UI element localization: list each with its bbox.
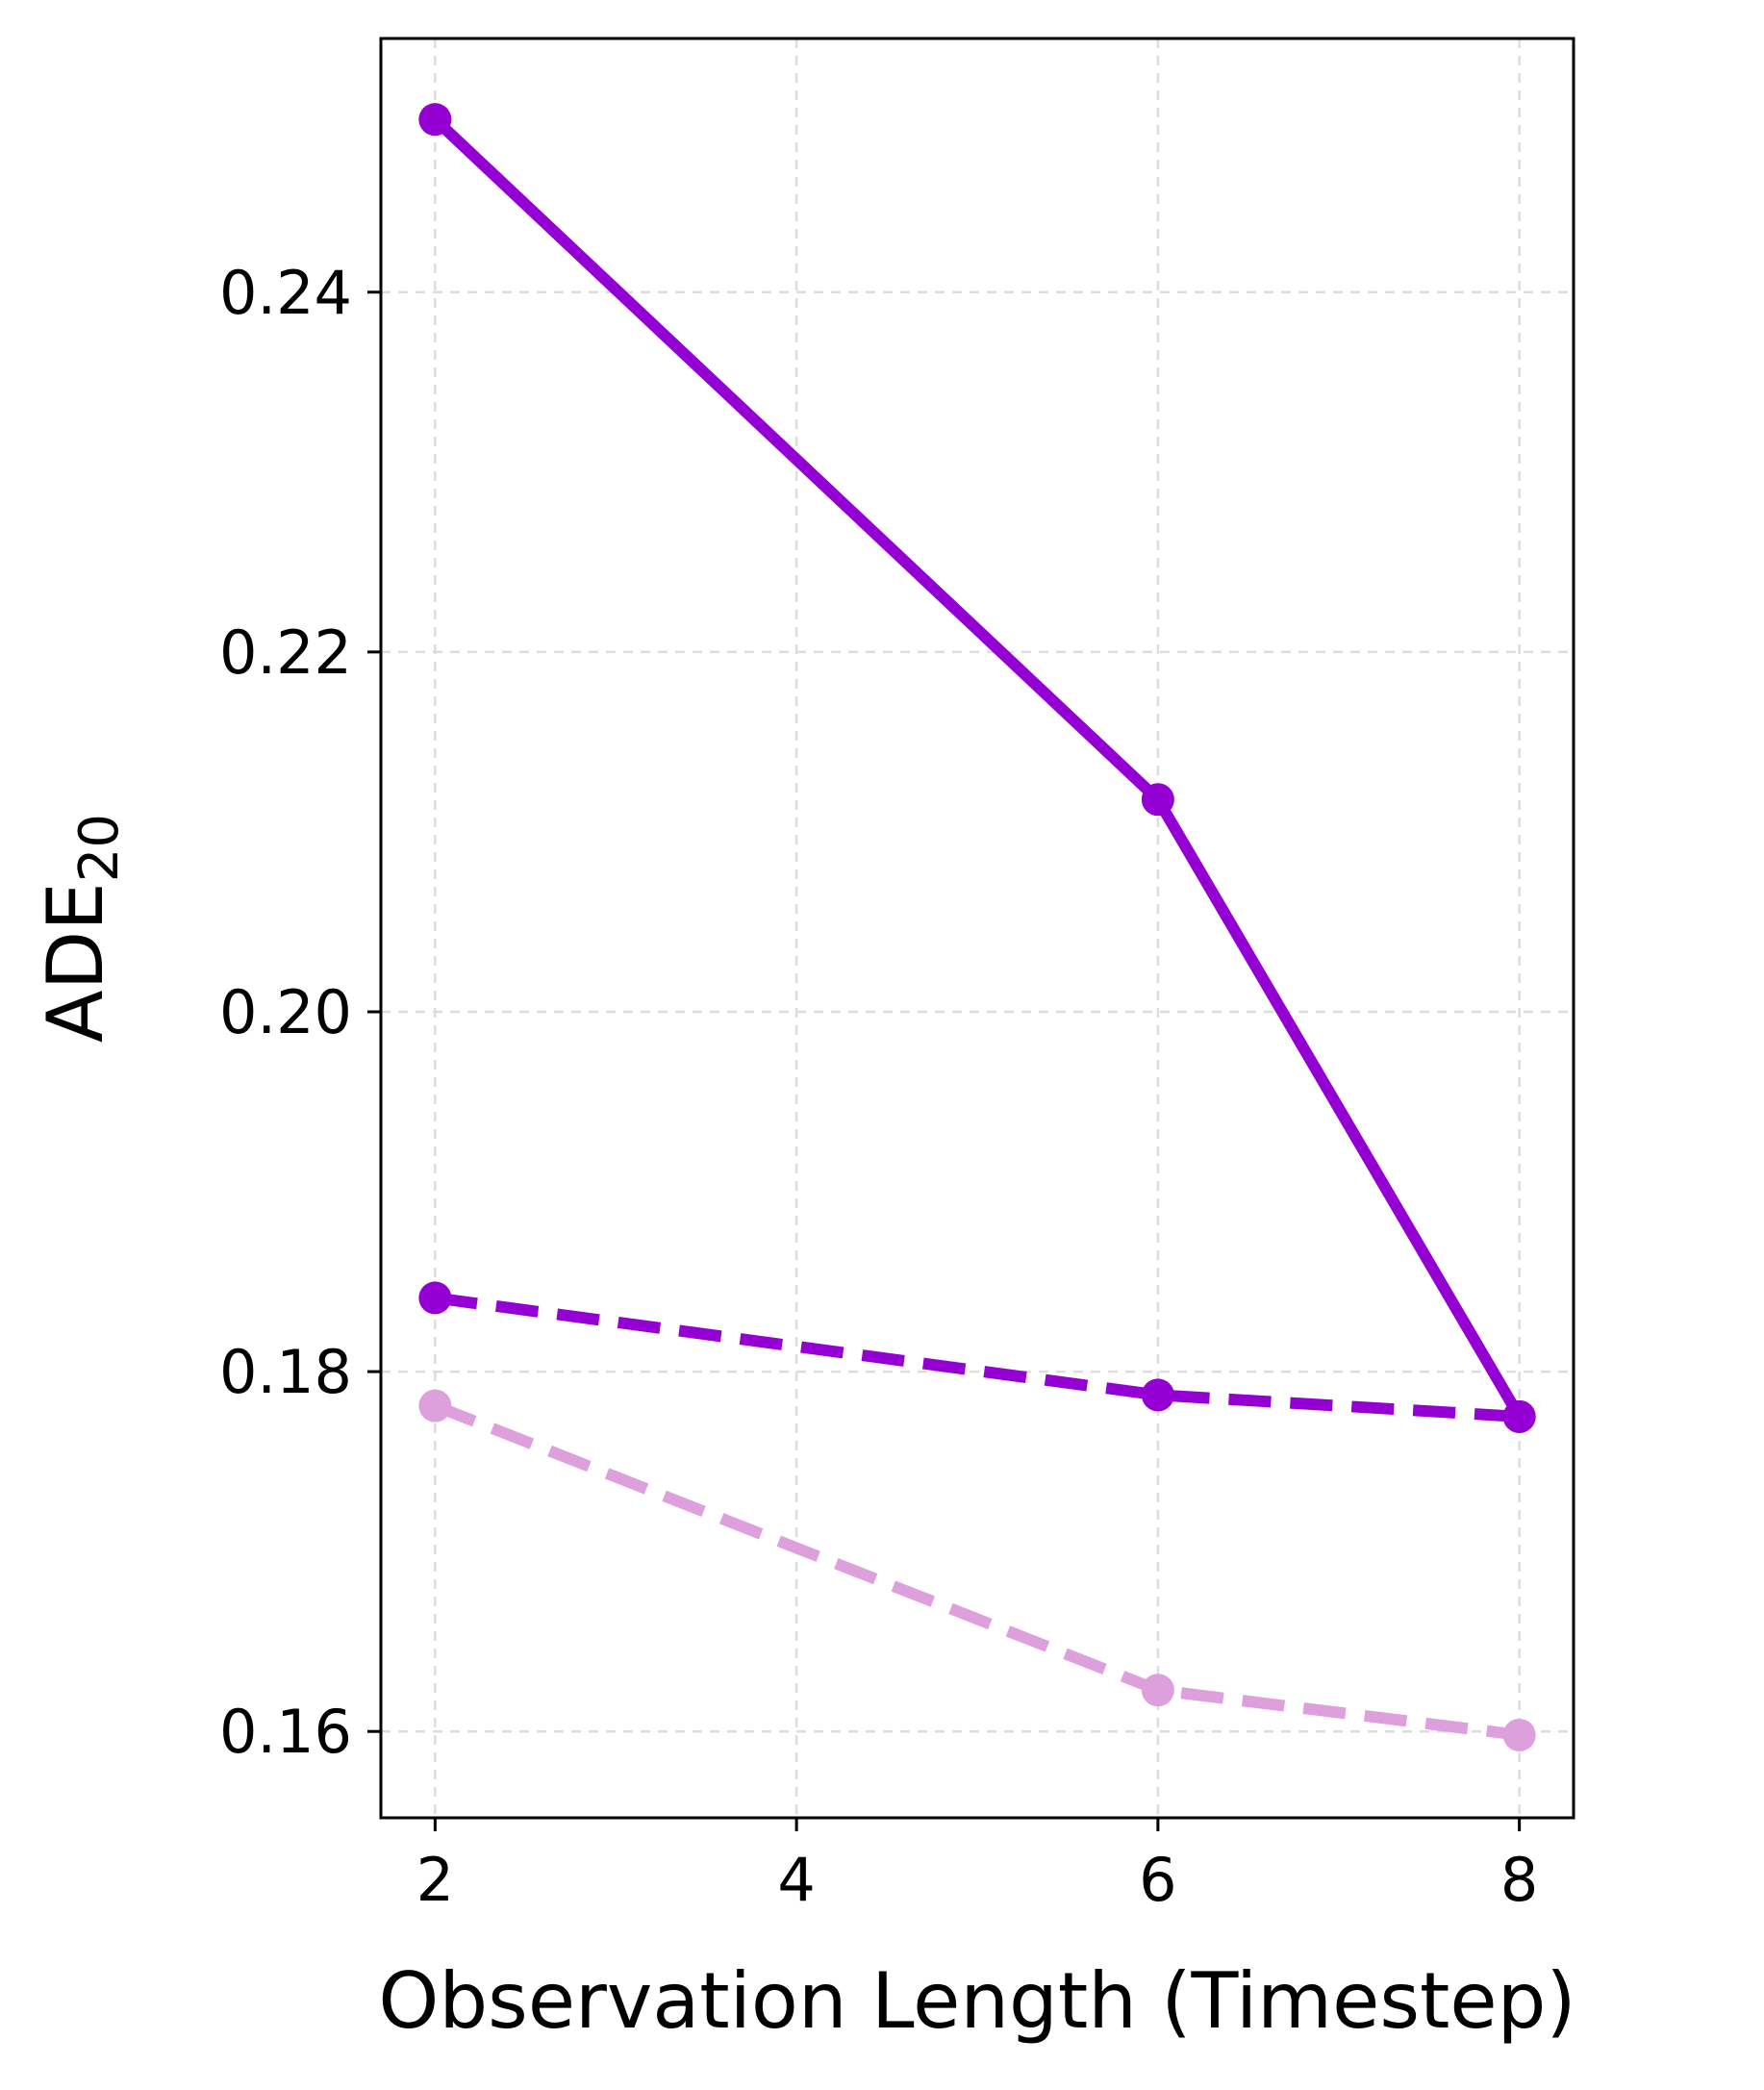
x-axis-label: Observation Length (Timestep) xyxy=(378,1956,1575,2046)
series-3-point xyxy=(1141,1674,1174,1707)
y-axis-label: ADE20 xyxy=(31,814,131,1043)
y-tick-label: 0.20 xyxy=(219,977,352,1047)
series-3-point xyxy=(418,1389,452,1423)
plot-frame xyxy=(379,37,1575,1820)
y-tick-label: 0.18 xyxy=(219,1337,352,1407)
series-layer xyxy=(418,103,1536,1751)
y-tick-label: 0.16 xyxy=(219,1697,352,1767)
series-2-point xyxy=(418,1281,452,1315)
series-line-1 xyxy=(431,114,1525,1420)
x-tick-label: 6 xyxy=(1139,1845,1176,1915)
x-tick-label: 4 xyxy=(777,1845,815,1915)
series-1-point xyxy=(1141,783,1174,817)
series-1-point xyxy=(418,103,452,137)
series-2-point xyxy=(1141,1378,1174,1412)
grid xyxy=(381,38,1574,1818)
x-tick-label: 8 xyxy=(1500,1845,1538,1915)
ticks xyxy=(367,290,1522,1831)
series-3-point xyxy=(1502,1718,1536,1751)
y-tick-label: 0.24 xyxy=(219,258,352,328)
y-axis-label-main: ADE xyxy=(31,882,120,1043)
series-2-point xyxy=(1502,1399,1536,1433)
y-axis-label-sub: 20 xyxy=(68,814,131,882)
series-line-2 xyxy=(434,1292,1520,1423)
x-tick-label: 2 xyxy=(416,1845,454,1915)
tick-labels: 2 4 6 8 0.16 0.18 0.20 0.22 0.24 xyxy=(219,258,1538,1915)
y-tick-label: 0.22 xyxy=(219,617,352,688)
series-line-3 xyxy=(433,1400,1521,1741)
